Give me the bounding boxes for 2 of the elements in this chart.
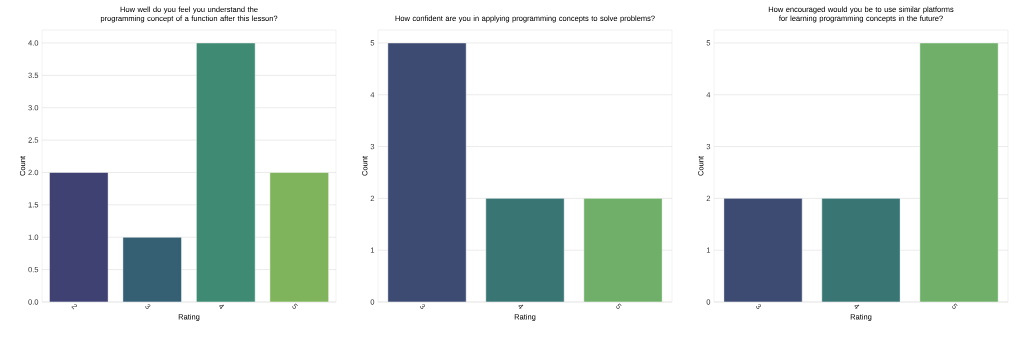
bar <box>196 42 256 302</box>
bar <box>269 172 329 302</box>
